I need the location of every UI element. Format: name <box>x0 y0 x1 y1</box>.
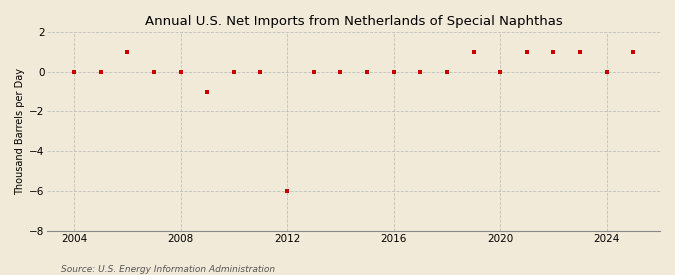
Y-axis label: Thousand Barrels per Day: Thousand Barrels per Day <box>15 68 25 195</box>
Title: Annual U.S. Net Imports from Netherlands of Special Naphthas: Annual U.S. Net Imports from Netherlands… <box>144 15 562 28</box>
Text: Source: U.S. Energy Information Administration: Source: U.S. Energy Information Administ… <box>61 265 275 274</box>
